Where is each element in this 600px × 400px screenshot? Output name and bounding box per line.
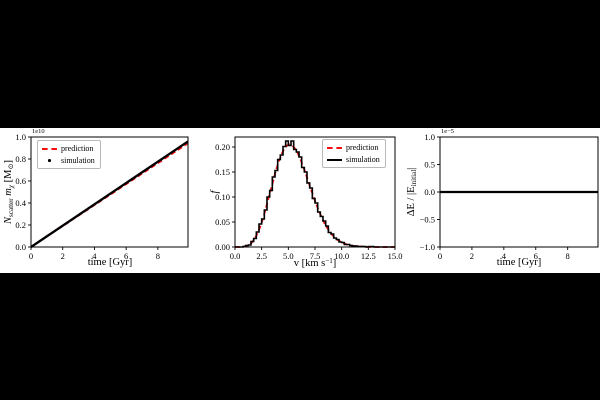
y-tick-label: 0.05	[215, 217, 230, 227]
axes-frame	[439, 136, 599, 248]
y-tick-label: 0.0	[15, 242, 26, 252]
y-axis-label: Nscatter mχ [M⊙]	[3, 160, 15, 224]
legend-label: simulation	[346, 155, 380, 164]
x-tick-label: 12.5	[361, 251, 376, 261]
x-axis-label: time [Gyr]	[87, 257, 133, 268]
plot-area: 0.0 2.5 5.0 7.5 10.0 12.5 15.0 0.00 0.05 0.10 0.15…	[215, 136, 402, 261]
y-tick-label: 0.2	[15, 220, 26, 230]
y-tick-label: 0.4	[15, 198, 26, 208]
legend-label: prediction	[61, 144, 94, 153]
y-offset-text: 1e−5	[441, 128, 455, 135]
y-tick-label: −1.0	[420, 242, 435, 252]
y-tick-label: 0.6	[15, 176, 26, 186]
y-tick-label: 0.8	[15, 154, 26, 164]
legend-entry-simulation: simulation	[327, 154, 380, 165]
x-tick-label: 8	[566, 251, 570, 261]
x-tick-label: 0.0	[230, 251, 241, 261]
y-tick-label: −0.5	[420, 214, 435, 224]
x-tick-label: 10.0	[334, 251, 349, 261]
x-tick-label: 6	[124, 251, 128, 261]
y-tick-label: 0.15	[215, 167, 230, 177]
x-tick-label: 6	[534, 251, 538, 261]
x-tick-label: 0	[438, 251, 442, 261]
legend-entry-prediction: prediction	[327, 142, 380, 153]
axes-frame	[234, 136, 396, 248]
legend-label: simulation	[61, 156, 95, 165]
y-tick-label: 0.0	[424, 187, 435, 197]
x-tick-label: 2	[470, 251, 474, 261]
x-tick-label: 0	[29, 251, 33, 261]
y-offset-text: 1e10	[32, 128, 45, 135]
dot-marker-icon	[42, 159, 57, 162]
y-tick-label: 1.0	[424, 132, 435, 142]
x-tick-label: 2.5	[256, 251, 267, 261]
axes-frame	[30, 136, 189, 248]
x-axis-label: time [Gyr]	[496, 257, 542, 268]
x-tick-label: 8	[156, 251, 160, 261]
y-tick-label: 1.0	[15, 132, 26, 142]
x-tick-label: 4	[502, 251, 507, 261]
plot-area: 0 2 4 6 8 −1.0 −0.5 0.0 0.5 1.0	[420, 132, 599, 261]
y-tick-label: 0.00	[215, 242, 230, 252]
dashed-line-icon	[327, 146, 342, 149]
x-tick-label: 5.0	[283, 251, 294, 261]
simulation-steps	[235, 140, 395, 248]
plot-area: 0 2 4 6 8 0.0 0.2 0.4 0.6 0.8 1.0	[15, 132, 189, 261]
x-tick-label: 4	[92, 251, 97, 261]
series-prediction-line	[30, 142, 189, 248]
legend: prediction simulation	[322, 139, 386, 168]
legend-entry-prediction: prediction	[42, 143, 95, 154]
x-tick-label: 15.0	[388, 251, 403, 261]
legend-label: prediction	[346, 143, 379, 152]
x-tick-label: 2	[61, 251, 65, 261]
legend-entry-simulation: simulation	[42, 155, 95, 166]
x-tick-label: 7.5	[310, 251, 321, 261]
y-tick-label: 0.5	[424, 159, 435, 169]
x-axis-label: v [km s−1]	[293, 257, 337, 270]
solid-line-icon	[327, 158, 342, 161]
series-simulation-line	[30, 140, 189, 248]
y-tick-label: 0.20	[215, 142, 230, 152]
y-tick-label: 0.10	[215, 192, 230, 202]
dashed-line-icon	[42, 147, 57, 150]
legend: prediction simulation	[37, 140, 101, 169]
y-axis-label: ΔE / |Einitial|	[406, 167, 418, 217]
